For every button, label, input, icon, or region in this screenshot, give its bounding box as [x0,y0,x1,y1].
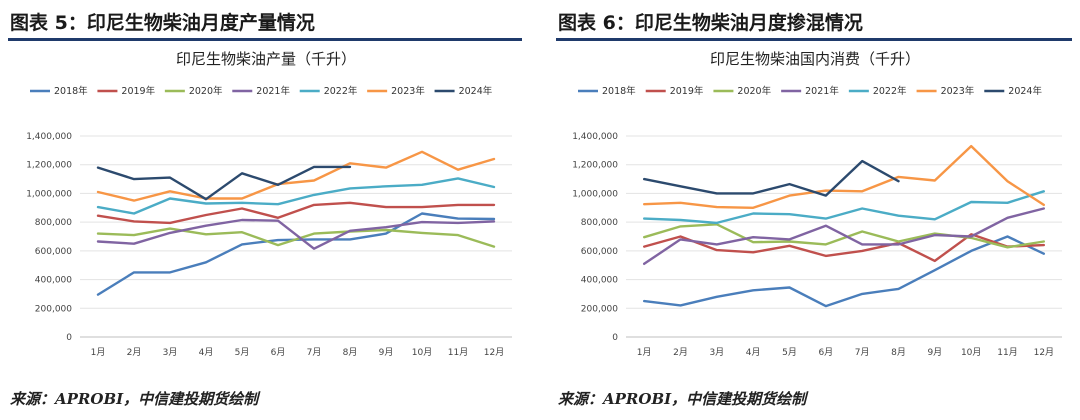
series-line [96,227,496,248]
series-line [643,223,1045,249]
x-tick-label: 3月 [163,347,178,358]
legend-entry: 2021年 [805,85,839,97]
title-rule [8,38,522,41]
series-line [96,150,496,202]
x-tick-label: 2月 [127,347,142,358]
series-line [643,207,1045,265]
series-line [96,177,496,215]
y-tick-label: 600,000 [581,247,618,257]
y-tick-label: 800,000 [581,218,618,228]
series-line [643,144,1045,209]
y-tick-label: 400,000 [581,276,618,286]
x-tick-label: 1月 [91,347,106,358]
legend-entry: 2019年 [670,85,704,97]
series-line [643,233,1045,263]
x-tick-label: 3月 [709,347,724,358]
legend-entry: 2024年 [1008,85,1042,97]
x-tick-label: 10月 [961,347,981,358]
x-tick-label: 11月 [448,347,468,358]
production-chart-box: 印尼生物柴油产量（千升） 2018年 2019年 2020年 2021年 2022年 202… [10,44,522,372]
legend-entry: 2022年 [324,85,358,97]
y-tick-label: 600,000 [35,247,72,257]
y-tick-label: 1,200,000 [572,161,618,171]
series-line [643,159,900,197]
series-line [96,201,496,225]
x-tick-label: 12月 [1034,347,1054,358]
y-tick-label: 0 [612,333,618,343]
figure-title: 图表 6：印尼生物柴油月度掺混情况 [558,12,863,34]
legend-entry: 2023年 [391,85,425,97]
production-line-chart: 印尼生物柴油产量（千升） 2018年 2019年 2020年 2021年 2022年 202… [26,50,512,358]
x-tick-label: 6月 [271,347,286,358]
chart-legend: 2018年 2019年 2020年 2021年 2022年 2023年 2024年 [578,85,1042,97]
x-tick-label: 1月 [637,347,652,358]
figure-title: 图表 5：印尼生物柴油月度产量情况 [10,12,315,34]
chart-title: 印尼生物柴油国内消费（千升） [710,50,920,68]
x-tick-label: 9月 [927,347,942,358]
y-tick-label: 1,000,000 [26,189,72,199]
legend-entry: 2020年 [189,85,223,97]
x-tick-label: 4月 [199,347,214,358]
y-tick-label: 1,000,000 [572,189,618,199]
y-tick-label: 1,400,000 [572,132,618,142]
y-tick-label: 200,000 [35,304,72,314]
source-note: 来源：APROBI，中信建投期货绘制 [558,390,807,408]
legend-entry: 2024年 [459,85,493,97]
x-tick-label: 9月 [379,347,394,358]
title-rule [556,38,1072,41]
x-tick-label: 8月 [343,347,358,358]
y-tick-label: 0 [66,333,72,343]
x-tick-label: 10月 [412,347,432,358]
chart-title: 印尼生物柴油产量（千升） [176,50,356,68]
legend-entry: 2019年 [121,85,155,97]
x-tick-label: 8月 [891,347,906,358]
consumption-line-chart: 印尼生物柴油国内消费（千升）2018年 2019年 2020年 2021年 2022年 2… [572,50,1062,358]
legend-entry: 2020年 [737,85,771,97]
legend-entry: 2023年 [941,85,975,97]
figure-5-panel: 图表 5：印尼生物柴油月度产量情况 印尼生物柴油产量（千升） 2018年 2019年… [0,0,530,420]
series-line [96,218,496,250]
x-tick-label: 12月 [484,347,504,358]
x-tick-label: 5月 [782,347,797,358]
x-tick-label: 7月 [307,347,322,358]
source-note: 来源：APROBI，中信建投期货绘制 [10,390,259,408]
y-tick-label: 200,000 [581,304,618,314]
x-tick-label: 4月 [746,347,761,358]
y-tick-label: 400,000 [35,276,72,286]
x-tick-label: 11月 [997,347,1017,358]
series-line [643,190,1045,225]
figure-6-panel: 图表 6：印尼生物柴油月度掺混情况 印尼生物柴油国内消费（千升） 2018年 201… [548,0,1080,420]
x-tick-label: 6月 [818,347,833,358]
x-tick-label: 7月 [855,347,870,358]
series-line [96,212,496,296]
x-tick-label: 2月 [673,347,688,358]
chart-legend: 2018年 2019年 2020年 2021年 2022年 2023年 2024年 [30,85,493,97]
series-line [643,235,1045,308]
legend-entry: 2018年 [602,85,636,97]
legend-entry: 2018年 [54,85,88,97]
y-tick-label: 1,200,000 [26,161,72,171]
x-tick-label: 5月 [235,347,250,358]
consumption-chart-box: 印尼生物柴油国内消费（千升） 2018年 2019年 2020年 2021年 2022年 2… [558,44,1072,372]
legend-entry: 2021年 [256,85,290,97]
series-line [96,165,352,201]
y-tick-label: 1,400,000 [26,132,72,142]
y-tick-label: 800,000 [35,218,72,228]
legend-entry: 2022年 [873,85,907,97]
